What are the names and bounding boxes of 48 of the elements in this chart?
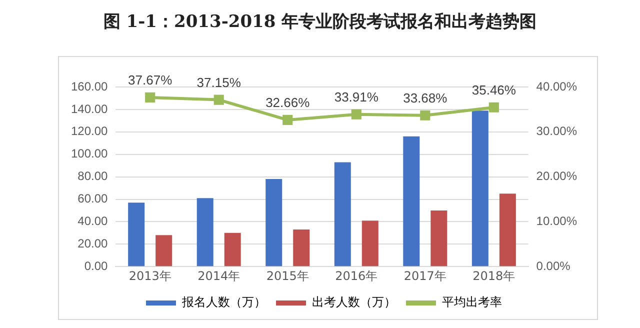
- y-tick-label: 0.00: [84, 258, 108, 273]
- data-label: 37.15%: [196, 74, 242, 90]
- x-tick-label: 2014年: [198, 268, 240, 283]
- bar: [156, 235, 172, 266]
- data-label: 35.46%: [472, 82, 516, 98]
- y-tick-label: 100.00: [71, 146, 108, 161]
- x-tick-label: 2013年: [128, 268, 172, 283]
- y-tick-label: 120.00: [71, 124, 108, 138]
- bar: [430, 210, 448, 266]
- bar: [266, 179, 282, 266]
- y2-tick-label: 40.00%: [536, 79, 578, 94]
- x-tick-label: 2018年: [472, 268, 516, 283]
- legend-label: 平均出考率: [442, 295, 502, 310]
- bar: [362, 220, 378, 266]
- x-tick-label: 2017年: [404, 268, 446, 283]
- legend-label: 报名人数（万）: [181, 295, 266, 310]
- bar: [472, 110, 488, 266]
- point: [282, 114, 293, 125]
- y2-tick-label: 10.00%: [536, 214, 578, 228]
- y-tick-label: 160.00: [71, 79, 108, 94]
- x-tick-label: 2015年: [266, 268, 309, 283]
- legend-label: 出考人数（万）: [312, 295, 396, 310]
- bar: [403, 136, 420, 266]
- point: [351, 109, 362, 120]
- point: [420, 110, 430, 120]
- bar: [499, 194, 516, 266]
- bar: [196, 198, 214, 266]
- data-label: 32.66%: [266, 95, 310, 110]
- point: [214, 94, 224, 105]
- bar: [128, 202, 145, 266]
- x-tick-label: 2016年: [335, 268, 378, 283]
- bar: [224, 232, 241, 266]
- y2-tick-label: 30.00%: [536, 124, 578, 138]
- data-label: 33.68%: [403, 90, 448, 106]
- point: [488, 102, 499, 112]
- y-tick-label: 40.00: [78, 214, 108, 228]
- chart-title: 图 1-1：2013-2018 年专业阶段考试报名和出考趋势图: [102, 11, 538, 34]
- y-tick-label: 140.00: [71, 102, 108, 116]
- y-tick-label: 60.00: [78, 192, 108, 206]
- y-tick-label: 80.00: [78, 169, 108, 184]
- point: [145, 92, 156, 102]
- y2-tick-label: 20.00%: [536, 169, 578, 184]
- bar: [334, 162, 351, 266]
- data-label: 33.91%: [334, 89, 379, 104]
- y-tick-label: 20.00: [78, 236, 108, 250]
- data-label: 37.67%: [128, 72, 173, 88]
- bar: [293, 230, 310, 266]
- y2-tick-label: 0.00%: [536, 258, 571, 273]
